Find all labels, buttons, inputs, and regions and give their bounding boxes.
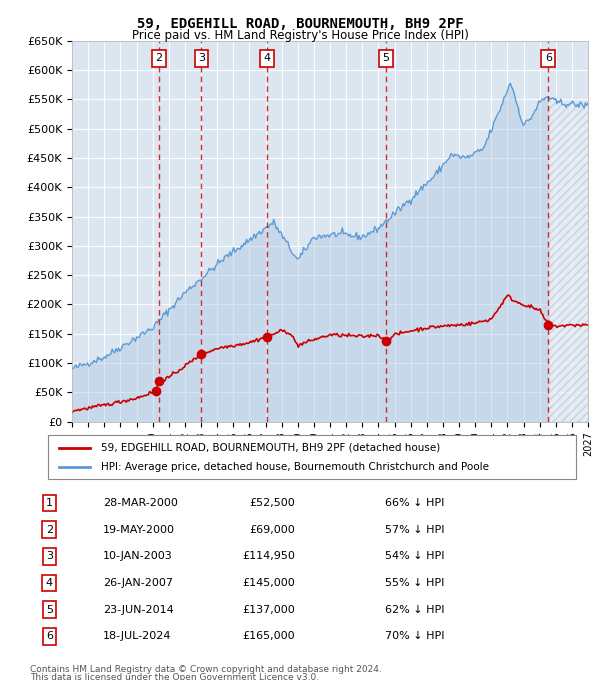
Text: 59, EDGEHILL ROAD, BOURNEMOUTH, BH9 2PF: 59, EDGEHILL ROAD, BOURNEMOUTH, BH9 2PF <box>137 17 463 31</box>
Text: 5: 5 <box>46 605 53 615</box>
Text: Price paid vs. HM Land Registry's House Price Index (HPI): Price paid vs. HM Land Registry's House … <box>131 29 469 41</box>
Text: 66% ↓ HPI: 66% ↓ HPI <box>385 498 445 508</box>
Text: 4: 4 <box>263 53 270 63</box>
Text: 18-JUL-2024: 18-JUL-2024 <box>103 632 172 641</box>
Text: 19-MAY-2000: 19-MAY-2000 <box>103 525 175 534</box>
Text: 10-JAN-2003: 10-JAN-2003 <box>103 551 173 562</box>
Text: £52,500: £52,500 <box>249 498 295 508</box>
Text: 5: 5 <box>383 53 389 63</box>
Text: £137,000: £137,000 <box>242 605 295 615</box>
Text: 1: 1 <box>46 498 53 508</box>
Text: 2: 2 <box>155 53 163 63</box>
Text: 6: 6 <box>46 632 53 641</box>
Text: £114,950: £114,950 <box>242 551 295 562</box>
Text: HPI: Average price, detached house, Bournemouth Christchurch and Poole: HPI: Average price, detached house, Bour… <box>101 462 489 472</box>
Text: 3: 3 <box>198 53 205 63</box>
Text: Contains HM Land Registry data © Crown copyright and database right 2024.: Contains HM Land Registry data © Crown c… <box>30 665 382 674</box>
Text: 23-JUN-2014: 23-JUN-2014 <box>103 605 174 615</box>
Text: 55% ↓ HPI: 55% ↓ HPI <box>385 578 445 588</box>
Text: 3: 3 <box>46 551 53 562</box>
Text: This data is licensed under the Open Government Licence v3.0.: This data is licensed under the Open Gov… <box>30 673 319 680</box>
Text: 62% ↓ HPI: 62% ↓ HPI <box>385 605 445 615</box>
FancyBboxPatch shape <box>48 435 576 479</box>
Text: £165,000: £165,000 <box>242 632 295 641</box>
Text: 28-MAR-2000: 28-MAR-2000 <box>103 498 178 508</box>
Text: £145,000: £145,000 <box>242 578 295 588</box>
Text: 26-JAN-2007: 26-JAN-2007 <box>103 578 173 588</box>
Text: 2: 2 <box>46 525 53 534</box>
Text: 4: 4 <box>46 578 53 588</box>
Text: 54% ↓ HPI: 54% ↓ HPI <box>385 551 445 562</box>
Text: £69,000: £69,000 <box>249 525 295 534</box>
Text: 59, EDGEHILL ROAD, BOURNEMOUTH, BH9 2PF (detached house): 59, EDGEHILL ROAD, BOURNEMOUTH, BH9 2PF … <box>101 443 440 453</box>
Text: 6: 6 <box>545 53 552 63</box>
Text: 70% ↓ HPI: 70% ↓ HPI <box>385 632 445 641</box>
Text: 57% ↓ HPI: 57% ↓ HPI <box>385 525 445 534</box>
